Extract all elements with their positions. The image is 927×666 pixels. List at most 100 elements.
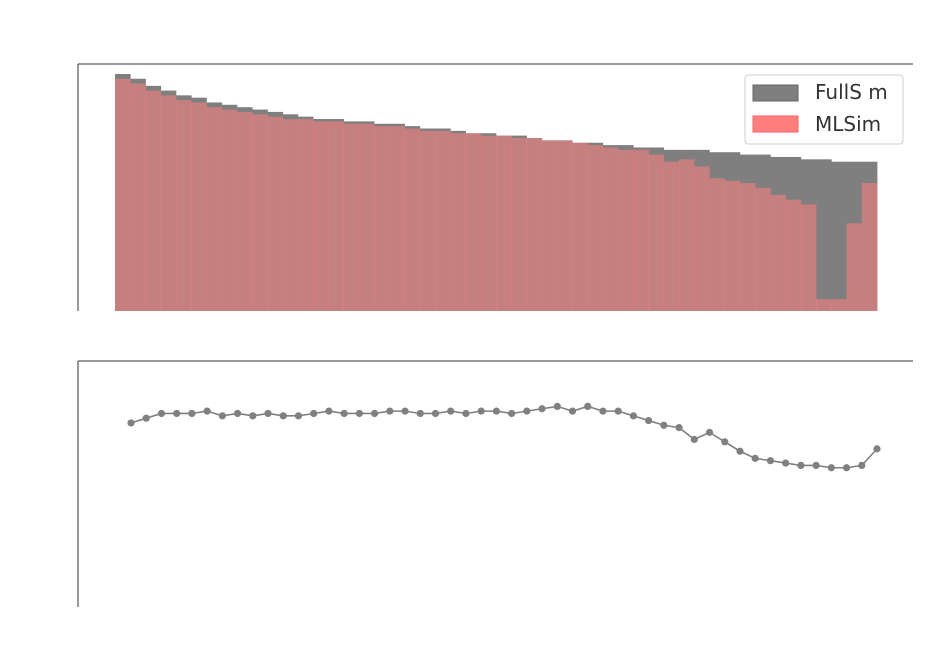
histogram-bar <box>221 109 238 311</box>
histogram-bar <box>800 204 817 311</box>
ratio-point <box>782 459 790 467</box>
ratio-point <box>553 402 561 410</box>
legend-swatch-fullsim <box>752 84 799 102</box>
histogram-bar <box>145 90 162 311</box>
histogram-bar <box>709 178 725 311</box>
ratio-points <box>127 402 881 472</box>
ratio-point <box>355 409 363 418</box>
histogram-bar <box>435 130 451 311</box>
ratio-point <box>340 409 348 418</box>
histogram-bar <box>374 126 390 311</box>
ratio-point <box>721 438 729 446</box>
ratio-point <box>157 409 166 418</box>
legend-swatch-mlsim <box>752 115 799 133</box>
histogram-bar <box>160 95 177 311</box>
ratio-point <box>233 409 242 418</box>
ratio-point <box>401 407 409 415</box>
ratio-point <box>538 405 546 413</box>
histogram-bar <box>526 137 543 311</box>
ratio-point <box>447 407 455 415</box>
ratio-point <box>310 409 318 418</box>
histogram-bar <box>236 111 253 311</box>
histogram-bar <box>175 100 192 311</box>
ratio-point <box>751 454 759 462</box>
ratio-point <box>614 407 622 415</box>
ratio-point <box>568 407 577 415</box>
histogram-bar <box>556 140 573 311</box>
ratio-point <box>660 421 668 429</box>
histogram-panel: FullS m MLSim <box>77 63 913 312</box>
ratio-point <box>370 409 379 418</box>
ratio-point <box>675 424 683 432</box>
ratio-point <box>416 409 424 418</box>
ratio-point <box>705 428 714 436</box>
ratio-point <box>645 416 653 425</box>
histogram-bar <box>419 130 436 311</box>
ratio-point <box>584 402 592 410</box>
ratio-point <box>431 409 440 418</box>
histogram-bar <box>846 223 863 311</box>
ratio-point <box>279 412 287 420</box>
histogram-bar <box>115 78 131 312</box>
histogram-bar <box>617 149 634 311</box>
ratio-point <box>294 412 303 420</box>
ratio-point <box>462 409 470 418</box>
histogram-bar <box>496 135 512 311</box>
histogram-bar <box>785 199 802 311</box>
ratio-point <box>249 412 257 420</box>
ratio-point <box>492 407 500 415</box>
histogram-bar <box>572 142 588 311</box>
histogram-bar <box>297 119 314 311</box>
histogram-bar <box>389 126 405 311</box>
histogram-bar <box>633 149 649 311</box>
ratio-point <box>325 407 333 415</box>
histogram-bar <box>861 183 878 311</box>
histogram-bar <box>267 116 284 311</box>
ratio-point <box>203 407 211 415</box>
histogram-bar <box>831 299 847 311</box>
ratio-point <box>690 435 698 444</box>
histogram-bar <box>206 107 223 312</box>
histogram-bar <box>450 133 466 311</box>
legend: FullS m MLSim <box>744 74 904 145</box>
ratio-point <box>173 409 181 418</box>
histogram-bar <box>511 137 527 311</box>
histogram-bar <box>465 133 482 311</box>
ratio-point <box>842 464 851 472</box>
ratio-point <box>477 407 485 415</box>
ratio-point <box>142 414 150 422</box>
ratio-point <box>218 412 226 420</box>
ratio-point <box>858 461 866 469</box>
histogram-bar <box>724 180 741 311</box>
ratio-point <box>127 419 135 427</box>
ratio-point <box>812 461 820 469</box>
histogram-bar <box>678 159 695 311</box>
ratio-point <box>188 409 196 418</box>
histogram-bar <box>816 299 832 311</box>
histogram-bar <box>480 135 497 311</box>
histogram-bar <box>191 102 207 311</box>
histogram-bar <box>831 161 847 311</box>
histogram-bar <box>739 183 756 311</box>
ratio-panel <box>77 360 913 607</box>
ratio-point <box>873 445 881 453</box>
histogram-bar <box>587 145 604 311</box>
histogram-bar <box>541 140 558 311</box>
ratio-point <box>766 457 775 465</box>
ratio-point <box>797 461 805 469</box>
histogram-bar <box>130 83 146 311</box>
ratio-series-line <box>130 405 878 469</box>
ratio-point <box>599 407 607 415</box>
histogram-bar <box>755 187 771 311</box>
histogram-bar <box>663 161 680 311</box>
histogram-bar <box>694 166 710 311</box>
histogram-bar <box>343 123 360 312</box>
histogram-bar <box>282 119 299 311</box>
ratio-point <box>827 464 835 472</box>
histogram-bar <box>328 121 344 312</box>
histogram-bar <box>252 114 268 311</box>
histogram-bar <box>816 159 832 311</box>
legend-label-fullsim: FullS m <box>815 80 888 104</box>
ratio-point <box>264 409 272 418</box>
